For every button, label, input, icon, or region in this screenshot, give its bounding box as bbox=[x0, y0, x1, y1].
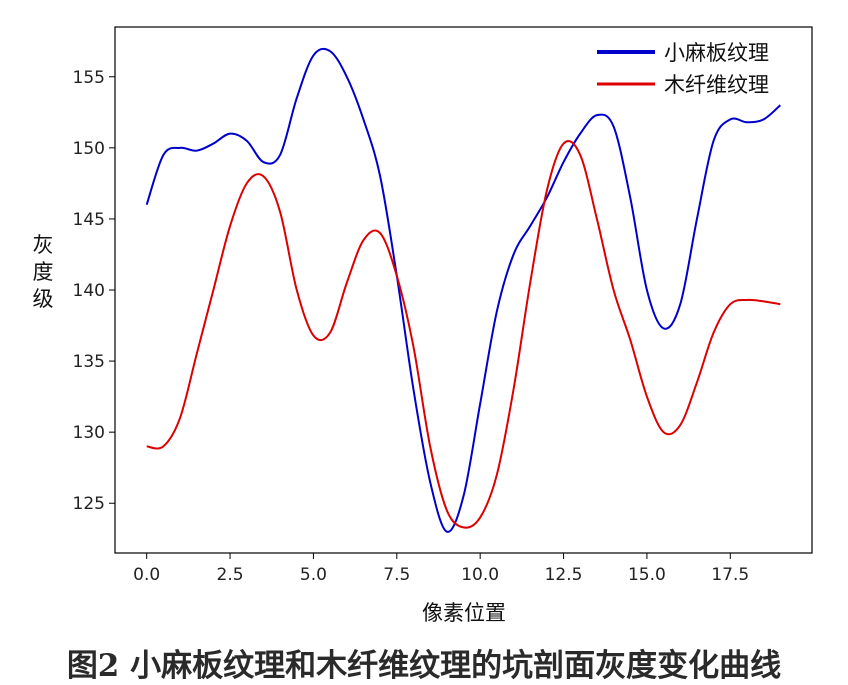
x-tick-label: 7.5 bbox=[383, 565, 410, 585]
y-tick-label: 150 bbox=[73, 139, 105, 159]
x-tick-label: 12.5 bbox=[545, 565, 583, 585]
y-axis-title: 灰度级 bbox=[33, 233, 54, 311]
x-tick-label: 10.0 bbox=[461, 565, 499, 585]
series-lines bbox=[145, 47, 781, 533]
x-tick-label: 17.5 bbox=[711, 565, 749, 585]
y-axis-title-char: 度 bbox=[33, 260, 54, 284]
plot-area-frame bbox=[114, 26, 813, 554]
y-tick-label: 135 bbox=[73, 352, 105, 372]
x-tick-label: 15.0 bbox=[628, 565, 666, 585]
x-tick-label: 2.5 bbox=[217, 565, 244, 585]
y-tick-label: 145 bbox=[73, 210, 105, 230]
x-axis-title: 像素位置 bbox=[422, 601, 506, 625]
y-axis: 125 130 135 140 145 150 155 bbox=[73, 68, 115, 514]
y-tick-label: 155 bbox=[73, 68, 105, 88]
legend-label-1: 木纤维纹理 bbox=[664, 73, 769, 97]
y-tick-label: 125 bbox=[73, 494, 105, 514]
y-axis-title-char: 级 bbox=[33, 287, 54, 311]
x-tick-label: 5.0 bbox=[300, 565, 327, 585]
y-tick-label: 140 bbox=[73, 281, 105, 301]
figure-caption: 图2 小麻板纹理和木纤维纹理的坑剖面灰度变化曲线 bbox=[66, 648, 782, 684]
legend-label-0: 小麻板纹理 bbox=[664, 41, 769, 65]
series-line-1 bbox=[146, 140, 781, 529]
x-axis: 0.0 2.5 5.0 7.5 10.0 12.5 15.0 17.5 bbox=[133, 553, 749, 585]
series-line-0 bbox=[145, 47, 781, 533]
x-tick-label: 0.0 bbox=[133, 565, 160, 585]
line-chart: 0.0 2.5 5.0 7.5 10.0 12.5 15.0 17.5 125 130 135 14… bbox=[33, 26, 813, 625]
y-tick-label: 130 bbox=[73, 423, 105, 443]
y-axis-title-char: 灰 bbox=[33, 233, 54, 257]
